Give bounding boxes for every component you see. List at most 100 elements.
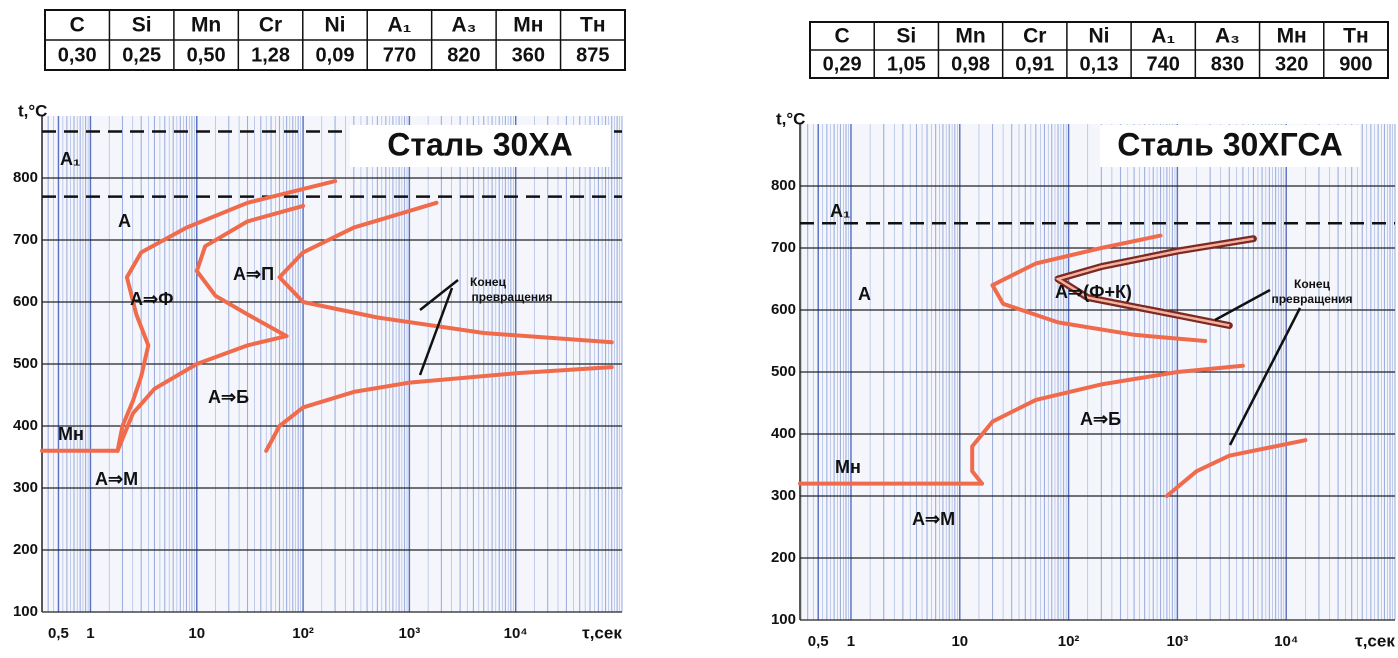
table-header: A₁: [1151, 25, 1175, 48]
annotation: А: [118, 211, 131, 231]
y-tick-label: 200: [771, 549, 796, 566]
y-tick-label: 100: [771, 611, 796, 628]
y-tick-label: 100: [13, 603, 38, 620]
table-cell: 0,91: [1015, 53, 1054, 75]
series-line: [990, 233, 1208, 343]
table-cell: 0,29: [823, 53, 862, 75]
annotation: А⇒Б: [1080, 409, 1121, 429]
series-line: [1164, 438, 1308, 498]
table-cell: 0,13: [1080, 53, 1119, 75]
series-line: [264, 365, 614, 453]
table-header: A₃: [1215, 25, 1240, 48]
annotation: А⇒М: [95, 469, 138, 489]
y-tick-label: 600: [771, 301, 796, 318]
table-header: Mн: [513, 14, 543, 37]
chart-title: Сталь 30ХА: [387, 126, 573, 162]
x-tick-label: 10³: [1167, 633, 1189, 650]
table-cell: 0,09: [316, 44, 355, 66]
annotation: Конец: [1294, 277, 1331, 291]
y-tick-label: 300: [771, 487, 796, 504]
table-cell: 0,50: [187, 44, 226, 66]
table-header: Mн: [1277, 25, 1307, 48]
title-bg: [1100, 125, 1360, 167]
y-tick-label: 400: [13, 417, 38, 434]
arrow: [419, 279, 459, 311]
annotation: А⇒М: [912, 509, 955, 529]
table-header: A₃: [451, 14, 476, 37]
table-cell: 900: [1339, 53, 1372, 75]
table-cell: 0,25: [122, 44, 161, 66]
table-cell: 0,30: [58, 44, 97, 66]
x-tick-label: 10²: [292, 625, 314, 642]
table-header: Si: [896, 25, 916, 48]
table-cell: 320: [1275, 53, 1308, 75]
y-axis-label: t,°C: [776, 109, 805, 128]
series-line: [115, 179, 338, 453]
table-header: Tн: [580, 14, 606, 37]
y-tick-label: 800: [13, 169, 38, 186]
x-tick-label: 10³: [399, 625, 421, 642]
annotation: превращения: [1271, 292, 1352, 306]
x-tick-label: 0,5: [48, 625, 69, 642]
series-line: [115, 203, 306, 453]
annotation: Mн: [58, 424, 84, 444]
x-tick-label: 10: [188, 625, 205, 642]
y-tick-label: 400: [771, 425, 796, 442]
y-tick-label: 500: [13, 355, 38, 372]
x-tick-label: 10: [951, 633, 968, 650]
y-tick-label: 700: [13, 231, 38, 248]
annotation: А⇒Б: [208, 387, 249, 407]
x-axis-label: τ,сек: [1355, 631, 1395, 650]
table-cell: 770: [383, 44, 416, 66]
series-line-inner: [1054, 237, 1254, 327]
annotation: А: [858, 284, 871, 304]
annotation: Конец: [470, 275, 507, 289]
table-header: Ni: [325, 14, 346, 37]
table-header: C: [835, 25, 850, 48]
table-cell: 0,98: [951, 53, 990, 75]
y-tick-label: 200: [13, 541, 38, 558]
table-cell: 830: [1211, 53, 1244, 75]
x-axis-label: τ,сек: [582, 623, 622, 642]
table-header: Ni: [1089, 25, 1110, 48]
x-tick-label: 0,5: [808, 633, 829, 650]
table-cell: 360: [512, 44, 545, 66]
y-tick-label: 800: [771, 177, 796, 194]
y-tick-label: 300: [13, 479, 38, 496]
series-line: [970, 363, 1245, 486]
table-header: Tн: [1343, 25, 1369, 48]
x-tick-label: 1: [847, 633, 855, 650]
series-line: [277, 200, 614, 345]
table-header: Mn: [191, 14, 221, 37]
table-header: Si: [132, 14, 152, 37]
table-cell: 820: [447, 44, 480, 66]
y-tick-label: 600: [13, 293, 38, 310]
table-cell: 875: [576, 44, 609, 66]
title-bg: [350, 125, 610, 167]
annotation: A₁: [60, 149, 80, 169]
annotation: А⇒(Ф+К): [1055, 282, 1132, 302]
table-header: C: [70, 14, 85, 37]
annotation: Mн: [835, 457, 861, 477]
arrow: [1214, 288, 1271, 322]
y-axis-label: t,°C: [18, 101, 47, 120]
y-tick-label: 500: [771, 363, 796, 380]
table-header: Mn: [955, 25, 985, 48]
arrow: [418, 287, 454, 376]
table-header: Cr: [1023, 25, 1046, 48]
y-tick-label: 700: [771, 239, 796, 256]
chart-title: Сталь 30ХГСА: [1117, 126, 1343, 162]
table-cell: 740: [1147, 53, 1180, 75]
annotation: А⇒П: [233, 264, 274, 284]
annotation: А⇒Ф: [130, 289, 173, 309]
annotation: A₁: [830, 201, 850, 221]
x-tick-label: 10²: [1058, 633, 1080, 650]
table-cell: 1,05: [887, 53, 926, 75]
table-cell: 1,28: [251, 44, 290, 66]
arrow: [1228, 307, 1302, 446]
table-header: A₁: [388, 14, 412, 37]
x-tick-label: 10⁴: [1274, 633, 1298, 650]
x-tick-label: 1: [86, 625, 94, 642]
annotation: превращения: [471, 290, 552, 304]
